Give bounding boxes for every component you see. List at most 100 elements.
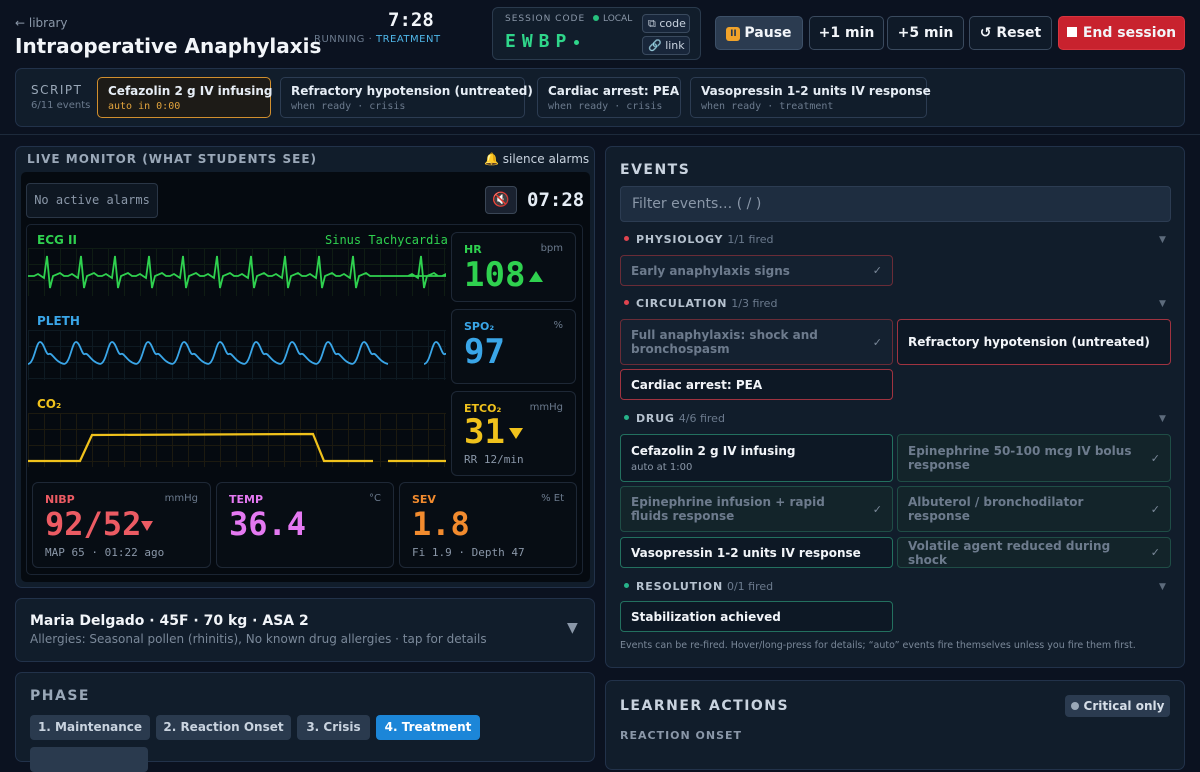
script-item-sub: auto in 0:00	[108, 101, 181, 112]
sev-name: SEV	[412, 493, 436, 506]
etco2-value: 31	[464, 412, 505, 452]
reset-button[interactable]: ↺ Reset	[969, 16, 1052, 50]
event-volatile-reduced[interactable]: Volatile agent reduced during shock ✓	[897, 537, 1171, 568]
section-count: 1/3 fired	[731, 297, 778, 310]
run-status: RUNNING · TREATMENT	[314, 34, 441, 45]
trend-up-icon	[529, 271, 544, 282]
script-item-title: Refractory hypotension (untreated)	[291, 84, 533, 98]
silence-alarms-button[interactable]: 🔔 silence alarms	[484, 152, 590, 166]
etco2-sub: RR 12/min	[464, 453, 524, 466]
back-to-library-link[interactable]: ← library	[15, 16, 68, 30]
script-item[interactable]: Vasopressin 1-2 units IV response when r…	[690, 77, 931, 118]
event-label: Cefazolin 2 g IV infusing	[631, 443, 796, 458]
event-sub: auto at 1:00	[631, 461, 693, 473]
section-resolution[interactable]: RESOLUTION 0/1 fired	[624, 580, 773, 593]
patient-allergies: Allergies: Seasonal pollen (rhinitis), N…	[30, 632, 487, 646]
critical-only-toggle[interactable]: Critical only	[1065, 695, 1170, 717]
header-divider	[0, 134, 1200, 135]
spo2-value: 97	[464, 332, 505, 372]
events-card	[605, 146, 1185, 668]
waveform-frame	[26, 224, 583, 575]
phase-button-next[interactable]	[30, 747, 148, 772]
event-vasopressin[interactable]: Vasopressin 1-2 units IV response	[620, 537, 893, 568]
script-bar: SCRIPT 6/11 events Cefazolin 2 g IV infu…	[15, 68, 1185, 127]
section-name: RESOLUTION	[636, 580, 723, 593]
sev-box: SEV % Et 1.8 Fi 1.9 · Depth 47	[399, 482, 577, 568]
script-item-sub: when ready · treatment	[701, 101, 834, 112]
event-cefazolin[interactable]: Cefazolin 2 g IV infusing auto at 1:00	[620, 434, 893, 482]
learner-actions-title: LEARNER ACTIONS	[620, 698, 790, 714]
spo2-unit: %	[553, 320, 563, 331]
chevron-down-icon[interactable]: ▼	[1159, 235, 1166, 245]
event-early-anaphylaxis[interactable]: Early anaphylaxis signs ✓	[620, 255, 893, 286]
session-mode: LOCAL	[593, 14, 632, 24]
script-item-sub: when ready · crisis	[548, 101, 663, 112]
event-label: Refractory hypotension (untreated)	[908, 335, 1150, 349]
event-label: Epinephrine 50-100 mcg IV bolus response	[908, 444, 1132, 472]
chevron-down-icon[interactable]: ▼	[1159, 414, 1166, 424]
event-label: Epinephrine infusion + rapid fluids resp…	[631, 495, 825, 523]
alarm-status: No active alarms	[26, 183, 158, 218]
ecg-waveform	[28, 248, 473, 296]
section-circulation[interactable]: CIRCULATION 1/3 fired	[624, 297, 777, 310]
session-mode-label: LOCAL	[603, 14, 633, 24]
session-code: EWBP	[505, 31, 579, 52]
phase-button-crisis[interactable]: 3. Crisis	[297, 715, 370, 740]
mute-button[interactable]: 🔇	[485, 186, 517, 214]
nibp-box: NIBP mmHg 92/52 MAP 65 · 01:22 ago	[32, 482, 211, 568]
copy-code-button[interactable]: ⧉ code	[642, 14, 690, 33]
trend-down-icon	[508, 428, 523, 439]
events-title: EVENTS	[620, 162, 691, 178]
add-5-min-button[interactable]: +5 min	[887, 16, 964, 50]
monitor-clock: 07:28	[527, 189, 585, 211]
chevron-down-icon[interactable]: ▼	[1159, 582, 1166, 592]
session-code-panel: SESSION CODE LOCAL EWBP ⧉ code 🔗 link	[492, 7, 701, 60]
event-epinephrine-infusion[interactable]: Epinephrine infusion + rapid fluids resp…	[620, 486, 893, 532]
patient-card[interactable]	[15, 598, 595, 662]
hr-value: 108	[464, 255, 526, 295]
event-full-anaphylaxis[interactable]: Full anaphylaxis: shock and bronchospasm…	[620, 319, 893, 365]
page-title: Intraoperative Anaphylaxis	[15, 34, 322, 58]
script-item[interactable]: Refractory hypotension (untreated) when …	[280, 77, 533, 118]
co2-label: CO₂	[37, 397, 62, 411]
pause-button[interactable]: II Pause	[715, 16, 803, 50]
events-filter-input[interactable]	[620, 186, 1171, 222]
spo2-box: SPO₂ % 97	[451, 309, 576, 384]
phase-button-maintenance[interactable]: 1. Maintenance	[30, 715, 150, 740]
event-label: Early anaphylaxis signs	[631, 263, 790, 278]
phase-button-reaction-onset[interactable]: 2. Reaction Onset	[156, 715, 291, 740]
etco2-box: ETCO₂ mmHg 31 RR 12/min	[451, 391, 576, 476]
section-count: 0/1 fired	[726, 580, 774, 593]
script-item[interactable]: Cefazolin 2 g IV infusing auto in 0:00	[97, 77, 272, 118]
check-icon: ✓	[872, 264, 882, 277]
temp-box: TEMP °C 36.4	[216, 482, 394, 568]
chevron-down-icon[interactable]: ▼	[567, 620, 578, 636]
script-label: SCRIPT	[31, 83, 83, 97]
section-physiology[interactable]: PHYSIOLOGY 1/1 fired	[624, 233, 774, 246]
hr-box: HR bpm 108	[451, 232, 576, 302]
sev-unit: % Et	[541, 493, 564, 504]
copy-link-button[interactable]: 🔗 link	[642, 36, 690, 55]
event-label: Cardiac arrest: PEA	[631, 377, 763, 392]
nibp-name: NIBP	[45, 493, 75, 506]
co2-trace	[28, 432, 446, 463]
add-1-min-button[interactable]: +1 min	[809, 16, 884, 50]
event-cardiac-arrest[interactable]: Cardiac arrest: PEA	[620, 369, 893, 400]
section-drug[interactable]: DRUG 4/6 fired	[624, 412, 725, 425]
event-stabilization[interactable]: Stabilization achieved	[620, 601, 893, 632]
temp-unit: °C	[369, 493, 381, 504]
pleth-waveform	[27, 330, 461, 380]
pleth-label: PLETH	[37, 314, 80, 328]
event-refractory-hypotension[interactable]: Refractory hypotension (untreated)	[897, 319, 1171, 365]
nibp-value: 92/52	[45, 505, 142, 543]
session-code-label: SESSION CODE	[505, 14, 586, 24]
end-session-button[interactable]: End session	[1058, 16, 1185, 50]
phase-label: PHASE	[30, 688, 90, 704]
script-item[interactable]: Cardiac arrest: PEA when ready · crisis	[537, 77, 681, 118]
event-albuterol[interactable]: Albuterol / bronchodilator response ✓	[897, 486, 1171, 532]
phase-button-treatment[interactable]: 4. Treatment	[376, 715, 480, 740]
chevron-down-icon[interactable]: ▼	[1159, 299, 1166, 309]
spo2-name: SPO₂	[464, 320, 495, 333]
status-dot-icon	[593, 15, 599, 21]
event-epinephrine-bolus[interactable]: Epinephrine 50-100 mcg IV bolus response…	[897, 434, 1171, 482]
